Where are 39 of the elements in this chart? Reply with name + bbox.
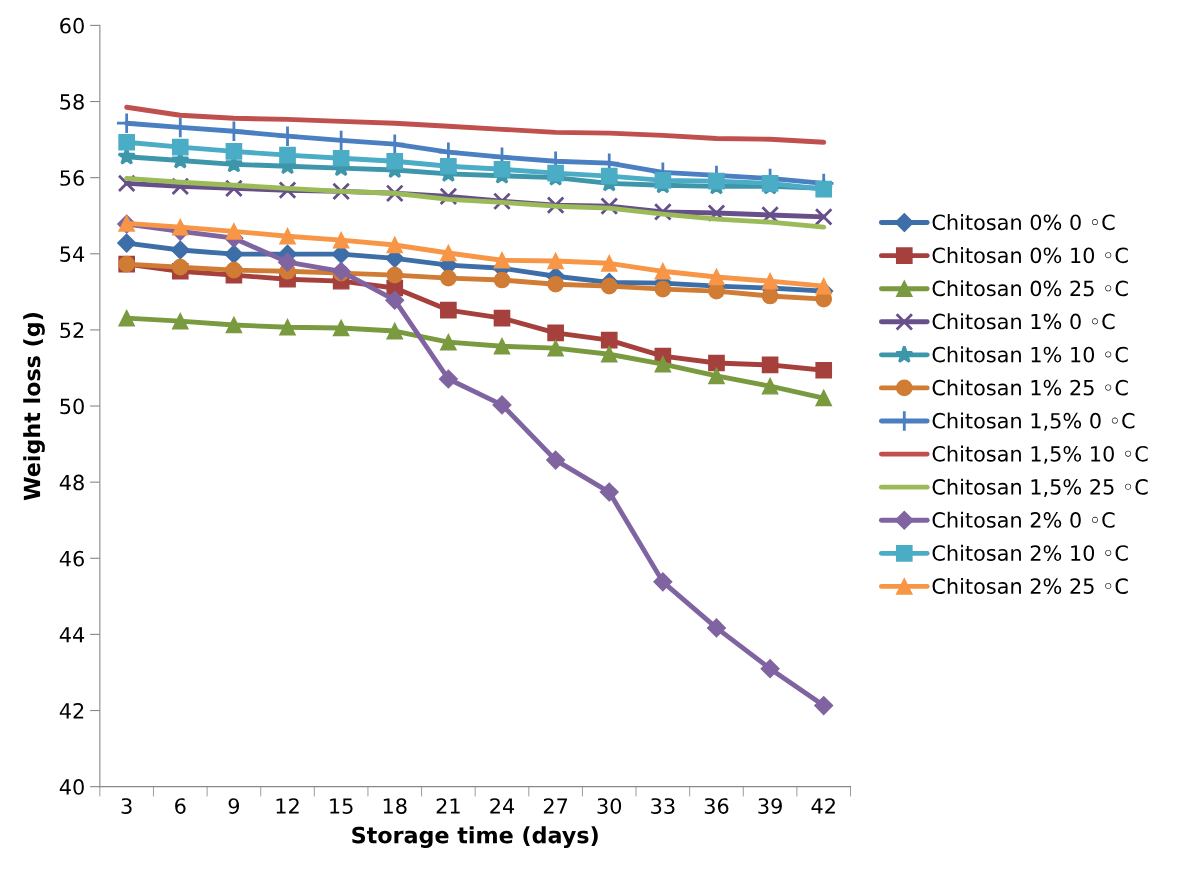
legend-label: Chitosan 1,5% 0 ◦C (932, 412, 1135, 431)
x-tick-label: 6 (175, 798, 186, 814)
legend-label: Chitosan 0% 25 ◦C (932, 280, 1128, 297)
y-tick-label: 52 (60, 322, 84, 339)
legend-label: Chitosan 1% 0 ◦C (932, 313, 1115, 330)
legend-label: Chitosan 1% 10 ◦C (932, 346, 1128, 363)
legend-label: Chitosan 1,5% 25 ◦C (932, 478, 1148, 497)
x-tick-label: 42 (811, 798, 835, 814)
y-tick-label: 60 (60, 17, 84, 34)
legend-label: Chitosan 2% 0 ◦C (932, 511, 1115, 528)
y-tick-label: 58 (60, 93, 84, 110)
x-tick-label: 18 (383, 798, 407, 814)
x-tick-label: 21 (436, 798, 460, 814)
legend-label: Chitosan 1,5% 10 ◦C (932, 445, 1148, 464)
x-tick-label: 33 (651, 798, 675, 814)
y-tick-label: 44 (59, 627, 85, 643)
legend-label: Chitosan 2% 25 ◦C (932, 577, 1128, 595)
x-axis-title: Storage time (days) (352, 826, 598, 848)
x-tick-label: 12 (276, 798, 299, 814)
x-tick-label: 3 (121, 798, 132, 814)
x-tick-label: 15 (330, 798, 353, 814)
legend-label: Chitosan 0% 0 ◦C (932, 214, 1115, 231)
y-tick-label: 40 (59, 779, 84, 795)
y-tick-label: 42 (59, 702, 84, 719)
legend-label: Chitosan 0% 10 ◦C (932, 247, 1128, 264)
x-tick-label: 9 (228, 798, 240, 814)
x-tick-label: 30 (597, 798, 622, 814)
y-tick-label: 56 (60, 170, 84, 186)
legend-label: Chitosan 1% 25 ◦C (932, 379, 1128, 396)
y-tick-label: 46 (59, 550, 84, 567)
y-tick-label: 48 (59, 474, 84, 491)
y-tick-label: 50 (60, 398, 84, 415)
x-tick-label: 24 (490, 798, 515, 814)
y-axis-title: Weight loss (g) (23, 313, 45, 501)
x-tick-label: 36 (704, 798, 729, 814)
y-tick-label: 54 (60, 246, 85, 262)
x-tick-label: 39 (758, 798, 782, 814)
x-tick-label: 27 (543, 798, 568, 814)
legend-label: Chitosan 2% 10 ◦C (932, 544, 1128, 561)
